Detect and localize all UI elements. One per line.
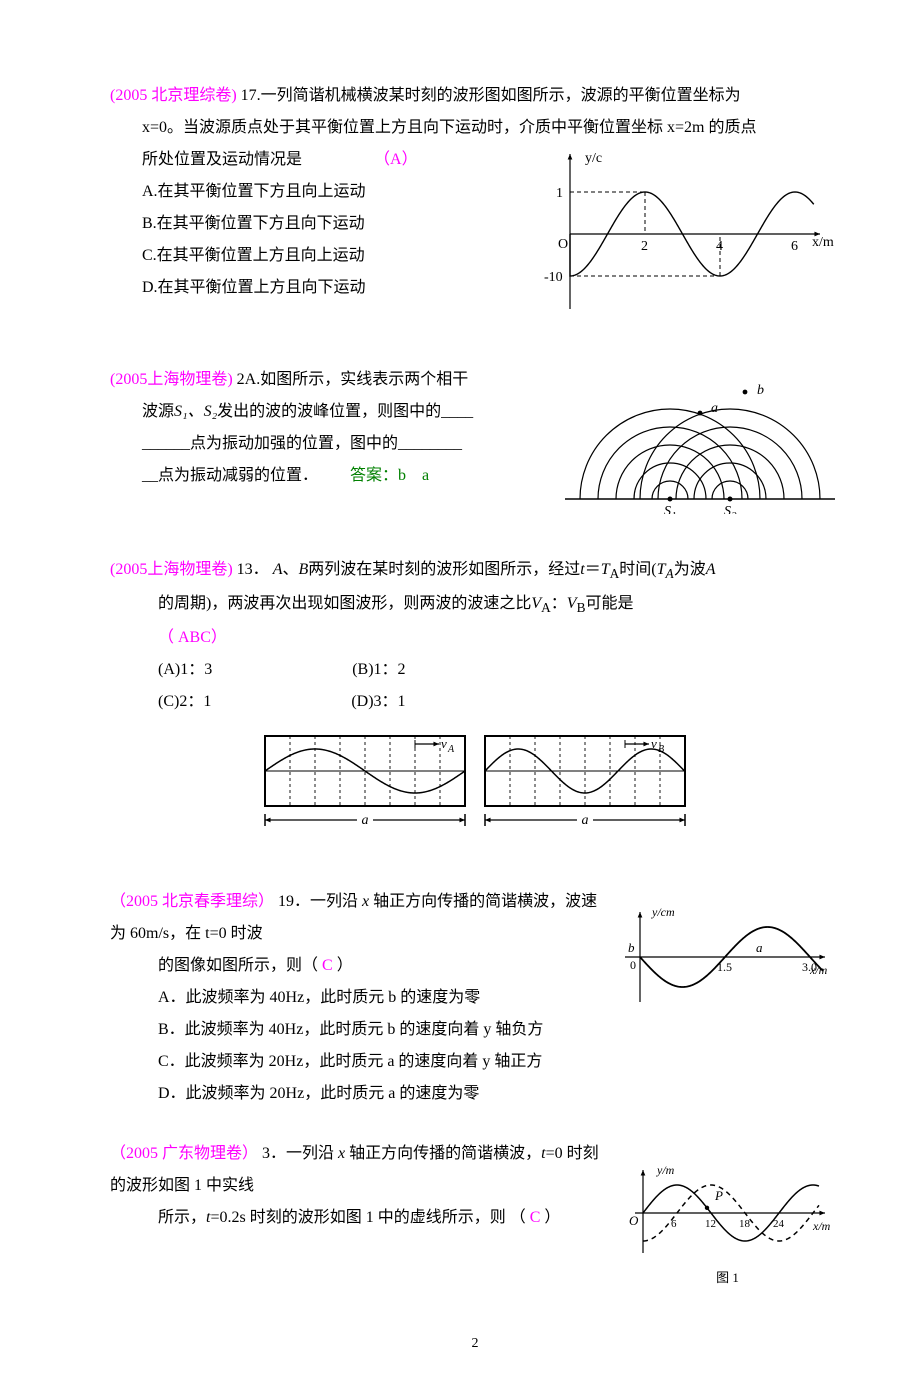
q1-stem3: 所处位置及运动情况是 (142, 151, 302, 168)
q2-figure-wrap: S1S2ab (560, 364, 840, 526)
svg-text:2: 2 (732, 511, 737, 514)
svg-text:y/c: y/c (585, 151, 602, 166)
q4-figure-wrap: y/cmx/m01.53.0ba (610, 902, 840, 1024)
q3-answer-line: （ ABC） (110, 622, 840, 654)
q5-figure-wrap: y/m x/m O 6 12 18 24 P 图 1 (615, 1158, 840, 1300)
svg-text:y/m: y/m (656, 1163, 675, 1177)
q3-optA: (A)1：3 (158, 654, 212, 686)
svg-text:1: 1 (556, 186, 563, 201)
q3-figure-wrap: vAavBa (110, 726, 840, 858)
svg-text:y/cm: y/cm (651, 905, 675, 919)
svg-text:x/m: x/m (812, 1219, 831, 1233)
q1-line2: x=0。当波源质点处于其平衡位置上方且向下运动时，介质中平衡位置坐标 x=2m … (110, 112, 840, 144)
q2-figure: S1S2ab (560, 364, 840, 514)
q3-line1: (2005上海物理卷) 13． A、B两列波在某时刻的波形如图所示，经过t＝TA… (110, 554, 840, 588)
q1-stem1: 一列简谐机械横波某时刻的波形图如图所示，波源的平衡位置坐标为 (261, 87, 741, 104)
svg-text:a: a (362, 813, 369, 828)
q4-answer: C (322, 957, 333, 974)
q3-options-row2: (C)2：1 (D)3：1 (110, 686, 840, 718)
q2-answer: 答案：b a (350, 467, 429, 484)
q3-options-row1: (A)1：3 (B)1：2 (110, 654, 840, 686)
q3-optD: (D)3：1 (351, 686, 405, 718)
q5-answer: C (530, 1209, 541, 1226)
svg-text:24: 24 (773, 1218, 785, 1230)
svg-text:O: O (629, 1213, 639, 1228)
q3-line2: 的周期)，两波再次出现如图波形，则两波的波速之比VA：VB可能是 (110, 588, 840, 622)
svg-text:A: A (447, 744, 455, 755)
question-2: S1S2ab (2005上海物理卷) 2A.如图所示，实线表示两个相干 波源S₁… (110, 364, 840, 526)
svg-text:6: 6 (791, 239, 798, 254)
svg-text:a: a (582, 813, 589, 828)
svg-text:x/m: x/m (812, 235, 834, 250)
question-4: y/cmx/m01.53.0ba （2005 北京春季理综） 19．一列沿 x … (110, 886, 840, 1110)
q5-source: （2005 广东物理卷） (110, 1145, 258, 1162)
q3-num: 13． (237, 561, 269, 578)
svg-text:v: v (441, 736, 447, 751)
q1-figure: y/c x/m O 2 4 6 1 -10 (520, 144, 840, 324)
svg-text:1.5: 1.5 (717, 960, 732, 974)
svg-text:12: 12 (705, 1218, 716, 1230)
svg-text:2: 2 (641, 239, 648, 254)
q2-source: (2005上海物理卷) (110, 371, 233, 388)
question-1: (2005 北京理综卷) 17.一列简谐机械横波某时刻的波形图如图所示，波源的平… (110, 80, 840, 336)
svg-text:3.0: 3.0 (802, 960, 817, 974)
svg-text:4: 4 (716, 239, 723, 254)
svg-text:1: 1 (672, 511, 677, 514)
q2-num: 2A. (237, 371, 261, 388)
svg-text:B: B (658, 744, 664, 755)
svg-text:图 1: 图 1 (716, 1270, 739, 1285)
q1-answer: （A） (374, 151, 418, 168)
q3-figure: vAavBa (255, 726, 695, 846)
q5-num: 3． (262, 1145, 286, 1162)
q4-source: （2005 北京春季理综） (110, 893, 274, 910)
q4-figure: y/cmx/m01.53.0ba (610, 902, 840, 1012)
svg-text:18: 18 (739, 1218, 751, 1230)
svg-text:-10: -10 (544, 270, 563, 285)
svg-text:b: b (757, 383, 764, 398)
svg-text:b: b (628, 940, 635, 955)
q4-optD: D．此波频率为 20Hz，此时质元 a 的速度为零 (110, 1078, 840, 1110)
q3-optB: (B)1：2 (352, 654, 405, 686)
q4-optC: C．此波频率为 20Hz，此时质元 a 的速度向着 y 轴正方 (110, 1046, 840, 1078)
q3-answer: （ ABC） (158, 629, 227, 646)
svg-text:6: 6 (671, 1218, 677, 1230)
svg-text:a: a (756, 940, 763, 955)
q2-stem1: 如图所示，实线表示两个相干 (260, 371, 468, 388)
q4-num: 19． (278, 893, 310, 910)
page-number: 2 (110, 1330, 840, 1358)
q1-source: (2005 北京理综卷) (110, 87, 237, 104)
svg-text:v: v (651, 736, 657, 751)
svg-text:S: S (724, 504, 731, 514)
question-5: y/mx/mO6121824P图 1 （2005 广东物理卷） 3．一列沿 x … (110, 1138, 840, 1300)
q1-line1: (2005 北京理综卷) 17.一列简谐机械横波某时刻的波形图如图所示，波源的平… (110, 80, 840, 112)
svg-text:P: P (714, 1188, 723, 1203)
q1-figure-wrap: y/c x/m O 2 4 6 1 -10 (520, 144, 840, 336)
svg-text:0: 0 (630, 958, 636, 972)
q3-optC: (C)2：1 (158, 686, 211, 718)
question-3: (2005上海物理卷) 13． A、B两列波在某时刻的波形如图所示，经过t＝TA… (110, 554, 840, 858)
q1-num: 17. (241, 87, 261, 104)
q5-figure: y/m x/m O 6 12 18 24 P 图 1 (615, 1158, 840, 1288)
svg-text:S: S (664, 504, 671, 514)
svg-text:O: O (558, 237, 568, 252)
q3-source: (2005上海物理卷) (110, 561, 233, 578)
svg-text:a: a (711, 401, 718, 416)
